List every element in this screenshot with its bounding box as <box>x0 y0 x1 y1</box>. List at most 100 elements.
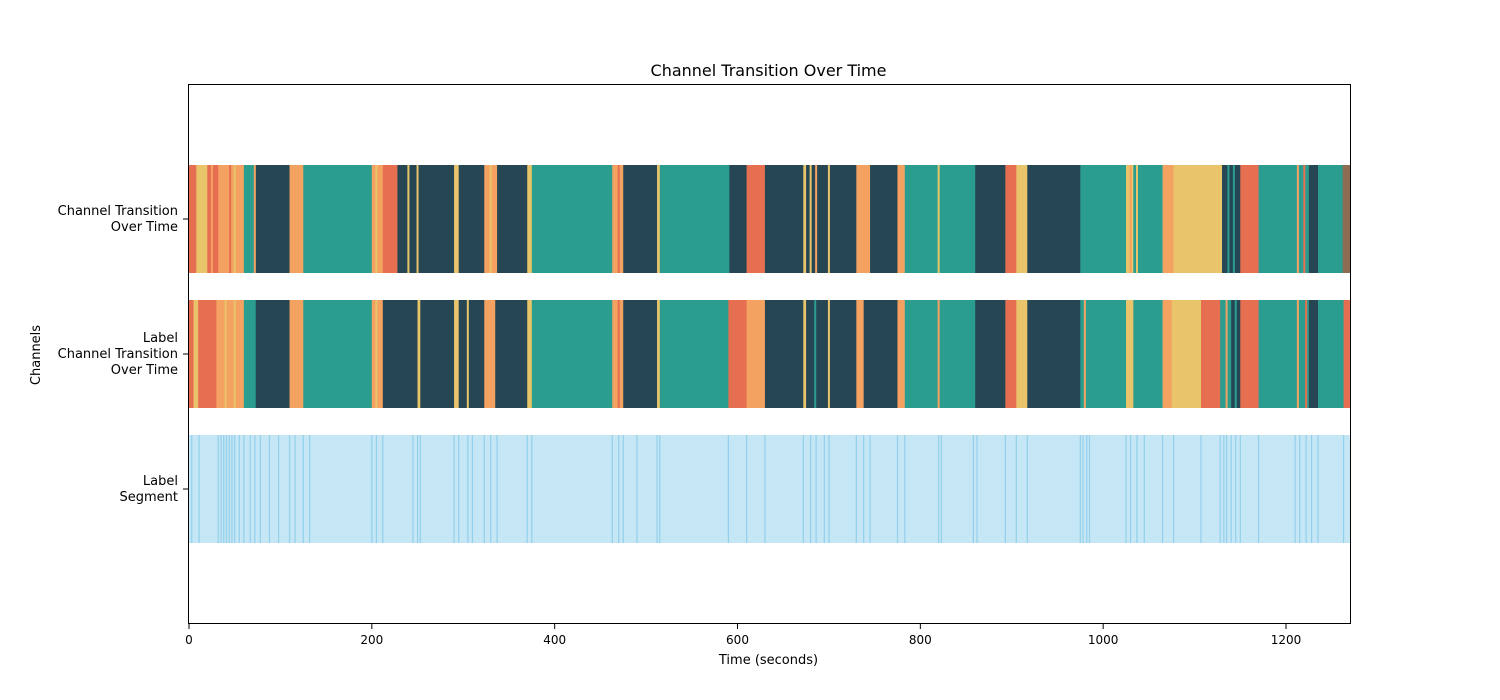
timeline-segment <box>657 165 661 273</box>
timeline-segment <box>527 300 533 408</box>
timeline-segment <box>1258 165 1296 273</box>
x-tick-label: 800 <box>909 633 932 647</box>
timeline-segment <box>897 165 906 273</box>
transition-marker <box>1227 165 1230 273</box>
timeline-segment <box>454 300 459 408</box>
timeline-segment <box>230 300 245 408</box>
timeline-segment <box>527 165 533 273</box>
timeline-segment <box>1343 300 1351 408</box>
timeline-segment <box>975 165 1006 273</box>
timeline-segment <box>728 300 747 408</box>
timeline-segment <box>975 300 1006 408</box>
timeline-segment <box>1016 300 1028 408</box>
transition-marker <box>937 300 940 408</box>
transition-marker <box>617 300 620 408</box>
timeline-segment <box>1080 165 1127 273</box>
x-tick-label: 0 <box>185 633 193 647</box>
x-tick-label: 200 <box>360 633 383 647</box>
timeline-segment <box>216 300 231 408</box>
timeline-segment <box>623 165 658 273</box>
transition-marker <box>233 300 236 408</box>
transition-marker <box>210 165 213 273</box>
timeline-segment <box>1027 165 1081 273</box>
y-tick-label: Channel Transition Over Time <box>58 204 178 235</box>
timeline-segment <box>1171 300 1202 408</box>
y-tick-label: Label Segment <box>120 474 179 505</box>
timeline-segment <box>1308 300 1319 408</box>
timeline-segment <box>189 165 197 273</box>
transition-marker <box>375 300 378 408</box>
timeline-segment <box>303 300 373 408</box>
timeline-segment <box>1005 165 1017 273</box>
timeline-segment <box>382 300 418 408</box>
x-axis: 0 200 400 600 800 1000 1200 <box>185 624 1301 647</box>
timeline-segment <box>193 300 199 408</box>
timeline-segment <box>382 165 398 273</box>
transition-marker <box>1225 300 1228 408</box>
timeline-segment <box>1173 165 1223 273</box>
y-tick-label: Label Channel Transition Over Time <box>58 331 178 378</box>
timeline-segment <box>417 300 421 408</box>
timeline-segment <box>458 300 485 408</box>
timeline-segment <box>657 300 661 408</box>
y-axis: Channel Transition Over Time Label Channel … <box>58 204 188 505</box>
timeline-segment <box>420 300 455 408</box>
timeline-segment <box>289 165 304 273</box>
timeline-segment <box>856 165 871 273</box>
timeline-segment <box>243 300 257 408</box>
timeline-segment <box>863 300 898 408</box>
timeline-segment <box>746 300 766 408</box>
timeline-segment <box>856 300 864 408</box>
timeline-segment <box>484 300 496 408</box>
x-tick-label: 400 <box>543 633 566 647</box>
timeline-segment <box>371 165 384 273</box>
timeline-segment <box>803 300 807 408</box>
timeline-segment <box>218 165 230 273</box>
timeline-segment <box>1222 165 1241 273</box>
timeline-segment <box>531 165 613 273</box>
rows-layer <box>189 165 1351 543</box>
timeline-segment <box>1126 300 1134 408</box>
timeline-segment <box>1258 300 1296 408</box>
y-axis-label: Channels <box>29 325 44 385</box>
timeline-segment <box>806 300 857 408</box>
transition-marker <box>727 165 730 273</box>
timeline-segment <box>1318 165 1343 273</box>
timeline-segment <box>1027 300 1081 408</box>
transition-marker <box>1234 300 1237 408</box>
timeline-segment <box>659 300 729 408</box>
timeline-segment <box>1133 300 1163 408</box>
transition-marker <box>809 165 812 273</box>
transition-marker <box>827 300 830 408</box>
timeline-segment <box>255 300 290 408</box>
timeline-segment <box>189 300 194 408</box>
segment-band <box>189 435 1350 543</box>
x-axis-label: Time (seconds) <box>718 653 818 668</box>
timeline-segment <box>198 300 217 408</box>
timeline-segment <box>1318 300 1344 408</box>
timeline-segment <box>229 165 245 273</box>
timeline-segment <box>764 165 804 273</box>
timeline-row <box>189 165 1351 273</box>
timeline-segment <box>806 165 857 273</box>
transition-marker <box>379 165 382 273</box>
timeline-segment <box>371 300 384 408</box>
timeline-segment <box>497 165 528 273</box>
transition-marker <box>253 165 256 273</box>
timeline-segment <box>659 165 729 273</box>
transition-marker <box>416 165 419 273</box>
transition-marker <box>864 165 867 273</box>
timeline-segment <box>458 165 485 273</box>
timeline-segment <box>1133 165 1163 273</box>
transition-marker <box>197 165 200 273</box>
transition-marker <box>1305 300 1308 408</box>
timeline-segment <box>495 300 528 408</box>
timeline-segment <box>1005 300 1017 408</box>
transition-marker <box>1232 165 1235 273</box>
transition-marker <box>489 165 492 273</box>
transition-marker <box>375 165 378 273</box>
transition-marker <box>1296 300 1299 408</box>
transition-marker <box>617 165 620 273</box>
transition-marker <box>1296 165 1299 273</box>
transition-marker <box>233 165 236 273</box>
